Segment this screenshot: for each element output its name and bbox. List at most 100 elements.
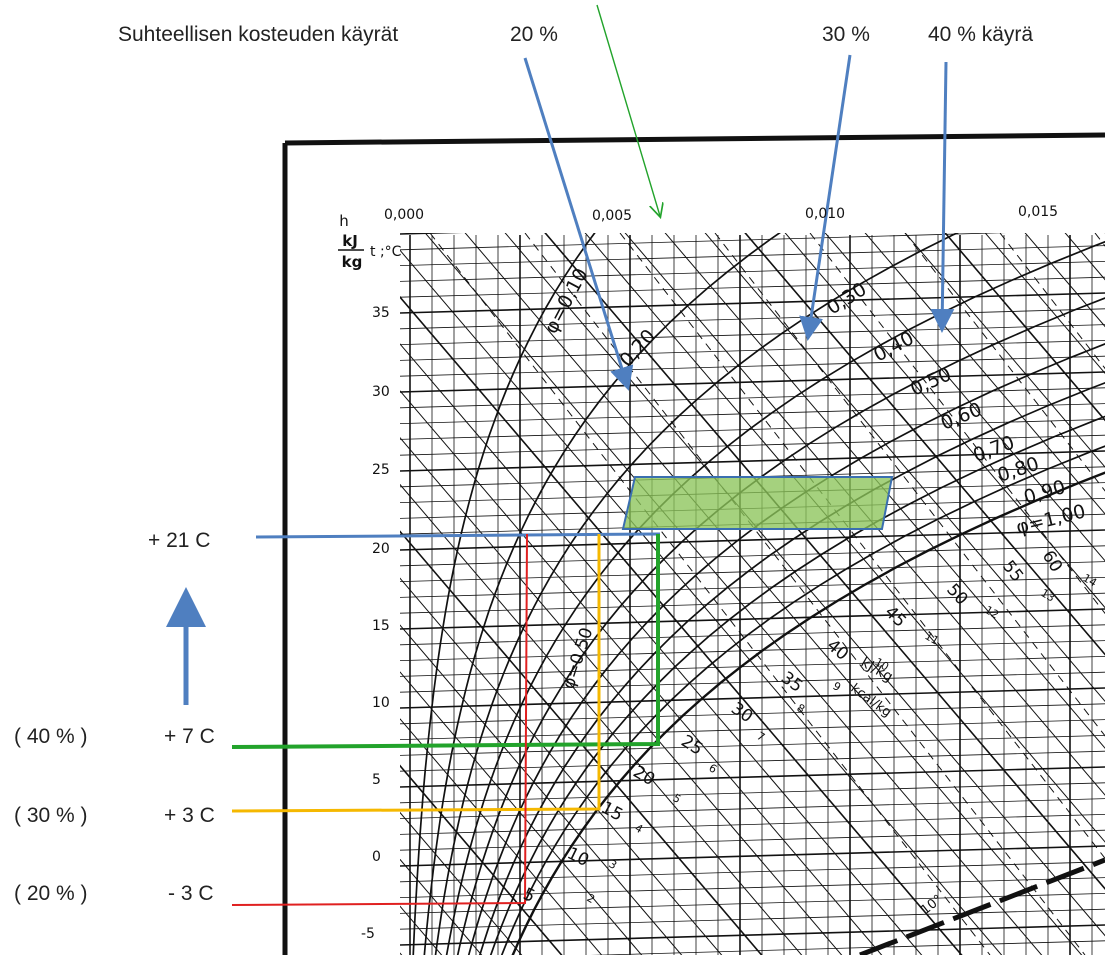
enthalpy-label-45: 45: [881, 602, 910, 631]
y-tick-0: 0: [372, 849, 381, 865]
enthalpy-line: [400, 390, 883, 955]
rh-30-label: ( 30 % ): [14, 804, 88, 827]
y-tick-10: 10: [372, 695, 390, 711]
kcal-label-7: 7: [755, 729, 768, 744]
isotherm: [400, 845, 1105, 867]
temp-minus3-label: - 3 C: [168, 882, 214, 905]
x-tick-0010: 0,010: [805, 206, 845, 222]
enthalpy-line: [400, 905, 443, 955]
rh-40-label: ( 40 % ): [14, 725, 88, 748]
y-tick-15: 15: [372, 618, 390, 634]
isotherm: [400, 450, 1105, 472]
enthalpy-line: [400, 436, 843, 955]
enthalpy-line: [400, 764, 563, 955]
enthalpy-line: [944, 233, 1105, 422]
arrow-30-percent: [799, 54, 852, 341]
rh-20-label: ( 20 % ): [14, 882, 88, 905]
isotherm: [400, 577, 1105, 598]
isotherm: [400, 861, 1105, 883]
enthalpy-label-25: 25: [677, 731, 706, 759]
y-tick-5: 5: [372, 772, 381, 788]
x-tick-0015: 0,015: [1018, 204, 1058, 220]
isotherm: [400, 561, 1105, 582]
chart-frame: [282, 132, 1105, 955]
enthalpy-line: [0, 180, 200, 955]
rh-curve-70: [478, 381, 1105, 955]
y-tick-minus5: -5: [361, 926, 375, 942]
arrow-40-percent: [930, 61, 955, 333]
kcal-label-13: 13: [1039, 586, 1058, 604]
annotation-arrows: [166, 4, 955, 705]
isotherm: [400, 924, 1105, 946]
rh-label-5: 0,60: [938, 398, 985, 434]
enthalpy-line: [584, 233, 1105, 843]
isotherm: [400, 608, 1105, 630]
isotherm: [400, 656, 1105, 677]
enthalpy-line: [400, 483, 803, 955]
wet-bulb-line: [619, 233, 1105, 860]
arrow-20-percent: [523, 57, 634, 391]
isotherm: [400, 529, 1105, 551]
enthalpy-line: [400, 952, 403, 955]
curves-title: Suhteellisen kosteuden käyrät: [118, 23, 399, 46]
y-tick-30: 30: [372, 384, 390, 400]
kcal-label-14: 14: [1081, 571, 1100, 589]
enthalpy-line: [1104, 233, 1105, 234]
enthalpy-line: [784, 233, 1105, 609]
isotherm: [400, 233, 1007, 251]
enthalpy-label-5: 5: [520, 884, 538, 907]
temp-plus7-label: + 7 C: [164, 725, 215, 748]
isotherm: [400, 782, 1105, 804]
enthalpy-line: [824, 233, 1105, 562]
isotherm: [400, 434, 1105, 456]
enthalpy-line: [704, 233, 1105, 703]
enthalpy-label-30: 30: [727, 699, 756, 728]
enthalpy-line: [0, 180, 240, 955]
wet-bulb-line: [524, 233, 1086, 955]
enthalpy-line: [664, 233, 1105, 749]
isotherm: [400, 829, 1105, 851]
enthalpy-line: [424, 233, 1043, 955]
wet-bulb-10-line: [859, 857, 1105, 955]
kcal-label-6: 6: [707, 761, 720, 776]
target-temp-label: + 21 C: [148, 529, 211, 552]
isotherm: [400, 877, 1105, 898]
isotherm: [400, 908, 1105, 930]
enthalpy-line: [0, 180, 400, 955]
y-tick-25: 25: [372, 462, 390, 478]
enthalpy-line: [0, 180, 360, 955]
temp-guide-lines: [231, 532, 661, 906]
enthalpy-line: [400, 858, 483, 955]
isotherm: [400, 814, 1105, 835]
isotherm: [400, 198, 1105, 218]
isotherm: [400, 292, 1105, 314]
temp-plus3-label: + 3 C: [164, 804, 215, 827]
y-tick-35: 35: [372, 305, 390, 321]
enthalpy-line: [400, 295, 963, 955]
comfort-zone: [621, 476, 894, 530]
enthalpy-label-50: 50: [942, 580, 971, 609]
isotherm: [400, 671, 1105, 693]
enthalpy-line: [904, 233, 1105, 468]
isotherm: [400, 750, 1105, 772]
rh-curve-30: [434, 233, 959, 955]
isotherm: [400, 340, 1105, 361]
unit-kcal-label: kcal/kg: [848, 681, 894, 720]
isotherm: [400, 703, 1105, 725]
wet-bulb-line: [429, 233, 991, 955]
kcal-label-11: 11: [923, 629, 942, 647]
isotherm: [400, 403, 1105, 424]
kcal-label-12: 12: [983, 603, 1002, 621]
isotherm: [400, 261, 1105, 282]
kcal-label-4: 4: [633, 821, 646, 836]
isotherm: [400, 893, 1105, 914]
isotherm: [400, 233, 464, 235]
enthalpy-line: [400, 718, 603, 955]
isotherm: [400, 387, 1105, 409]
curve-40-label: 40 % käyrä: [928, 23, 1034, 46]
isotherm: [400, 308, 1105, 330]
isotherm: [400, 355, 1105, 377]
enthalpy-line: [624, 233, 1105, 796]
rh-label-8: 0,90: [1021, 476, 1068, 509]
